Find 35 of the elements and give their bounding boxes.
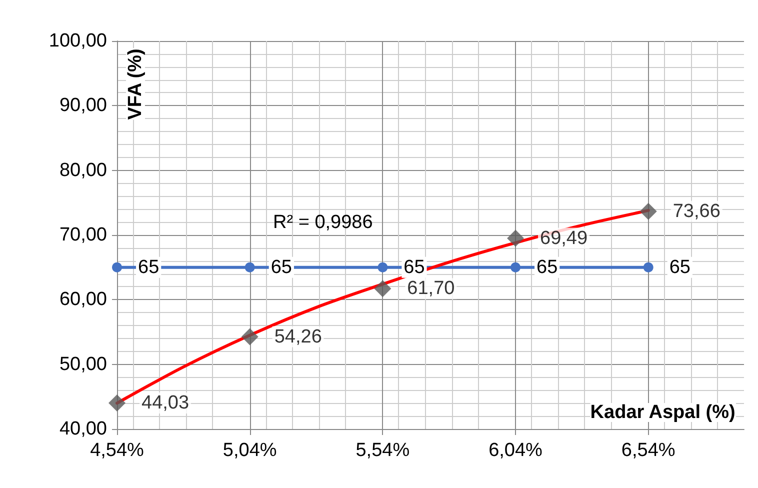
data-label: 65 <box>404 256 425 278</box>
annotation: R² = 0,9986 <box>273 212 373 233</box>
data-label: 65 <box>270 256 292 278</box>
point <box>241 328 258 346</box>
data-label: 65 <box>138 256 160 278</box>
x-tick-label: 5,04% <box>222 440 277 461</box>
data-label: 65 <box>536 256 558 278</box>
y-tick-label: 90,00 <box>59 95 107 116</box>
point <box>108 394 126 412</box>
point <box>112 262 122 272</box>
x-tick-label: 4,54% <box>90 440 144 461</box>
data-label: 44,03 <box>142 392 190 414</box>
point <box>378 262 388 272</box>
point <box>643 262 654 272</box>
y-tick-label: 80,00 <box>59 160 107 181</box>
data-label: 69,49 <box>540 228 588 249</box>
y-tick-label: 50,00 <box>59 354 107 375</box>
y-tick-label: 40,00 <box>59 418 107 440</box>
x-tick-label: 6,54% <box>621 440 676 461</box>
x-axis-title: Kadar Aspal (%) <box>590 402 736 423</box>
data-label: 54,26 <box>274 326 322 348</box>
y-tick-label: 70,00 <box>59 224 107 246</box>
x-tick-label: 6,04% <box>488 440 543 461</box>
point <box>510 262 521 272</box>
x-tick-label: 5,54% <box>356 440 410 461</box>
y-tick-label: 60,00 <box>59 289 107 310</box>
data-label: 73,66 <box>672 200 720 222</box>
point <box>507 230 524 247</box>
data-label: 65 <box>669 256 690 278</box>
data-label: 61,70 <box>407 278 455 300</box>
point <box>244 262 255 272</box>
point <box>640 202 657 220</box>
y-axis-title: VFA (%) <box>125 48 146 120</box>
y-tick-label: 100,00 <box>48 30 107 52</box>
point <box>374 280 392 298</box>
